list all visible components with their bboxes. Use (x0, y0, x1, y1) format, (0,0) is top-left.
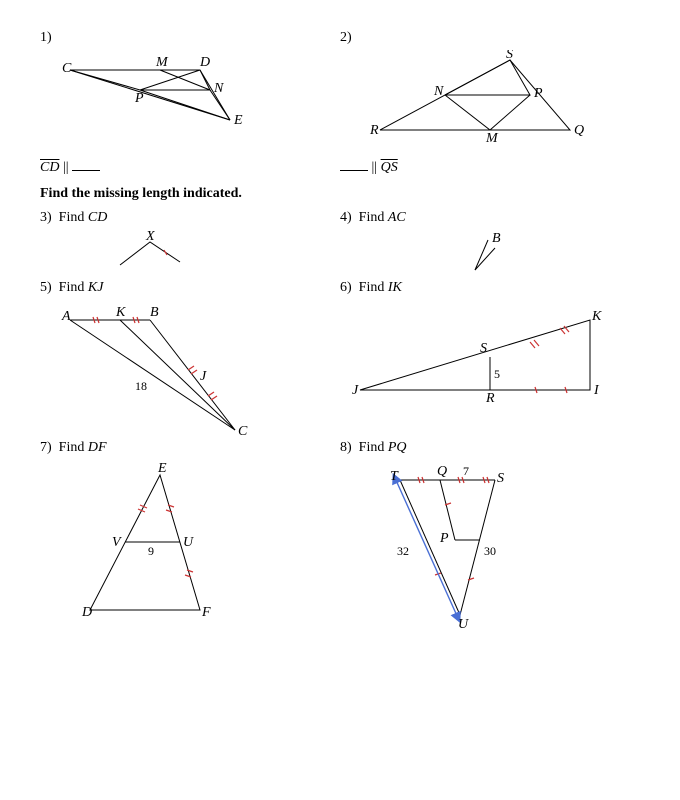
svg-text:S: S (480, 341, 487, 356)
svg-text:T: T (390, 469, 399, 484)
svg-text:C: C (238, 424, 248, 439)
problem-7: 7) Find DF E V U D F 9 (40, 440, 340, 630)
problem-7-figure: E V U D F 9 (40, 460, 260, 620)
svg-text:P: P (533, 86, 543, 101)
svg-text:9: 9 (148, 544, 154, 558)
problem-4-prompt: 4) Find AC (340, 210, 640, 226)
svg-text:V: V (112, 535, 122, 550)
svg-text:K: K (115, 305, 126, 320)
problem-1-fill: CD || (40, 160, 340, 176)
problem-1: 1) C M D P N E CD || (40, 30, 340, 176)
svg-text:K: K (591, 309, 602, 324)
svg-text:A: A (61, 309, 71, 324)
problem-5-prompt: 5) Find KJ (40, 280, 340, 296)
problem-8: 8) Find PQ (340, 440, 640, 630)
svg-text:7: 7 (463, 464, 469, 478)
svg-text:32: 32 (397, 544, 409, 558)
svg-text:N: N (433, 84, 444, 99)
problem-1-figure: C M D P N E (40, 50, 260, 150)
svg-text:N: N (213, 81, 224, 96)
svg-text:I: I (593, 383, 600, 398)
svg-text:E: E (233, 113, 243, 128)
svg-text:U: U (183, 535, 194, 550)
row-problems-3-4: 3) Find CD X 4) Find AC B (40, 210, 640, 280)
svg-text:B: B (492, 231, 501, 246)
svg-text:5: 5 (494, 367, 500, 381)
problem-4: 4) Find AC B (340, 210, 640, 280)
problem-5: 5) Find KJ A K B J C 18 (40, 280, 340, 440)
problem-2-fill: || QS (340, 160, 640, 176)
row-problems-5-6: 5) Find KJ A K B J C 18 6 (40, 280, 640, 440)
svg-text:M: M (155, 55, 169, 70)
svg-text:R: R (369, 123, 379, 138)
svg-text:M: M (485, 131, 499, 146)
problem-2-figure: S N P R M Q (340, 50, 600, 150)
svg-text:J: J (352, 383, 359, 398)
problem-6-prompt: 6) Find IK (340, 280, 640, 296)
problem-8-prompt: 8) Find PQ (340, 440, 640, 456)
problem-5-figure: A K B J C 18 (40, 300, 300, 440)
svg-text:S: S (506, 50, 513, 62)
svg-text:30: 30 (484, 544, 496, 558)
problem-8-figure: T Q S P U 7 32 30 (340, 460, 560, 630)
svg-text:E: E (157, 461, 167, 476)
svg-text:B: B (150, 305, 159, 320)
svg-text:S: S (497, 471, 504, 486)
problem-2: 2) S N P R M Q || QS (340, 30, 640, 176)
problem-2-number: 2) (340, 30, 640, 46)
row-problems-7-8: 7) Find DF E V U D F 9 8) Find PQ (40, 440, 640, 630)
problem-3-prompt: 3) Find CD (40, 210, 340, 226)
svg-text:C: C (62, 61, 72, 76)
svg-text:U: U (458, 617, 469, 630)
problem-7-prompt: 7) Find DF (40, 440, 340, 456)
section-title: Find the missing length indicated. (40, 186, 640, 202)
svg-text:18: 18 (135, 379, 147, 393)
svg-text:R: R (485, 391, 495, 406)
problem-4-figure: B (340, 230, 520, 280)
svg-text:J: J (200, 369, 207, 384)
problem-1-number: 1) (40, 30, 340, 46)
problem-6: 6) Find IK K S J R I 5 (340, 280, 640, 440)
svg-text:X: X (145, 230, 155, 244)
problem-6-figure: K S J R I 5 (340, 300, 620, 420)
problem-3: 3) Find CD X (40, 210, 340, 280)
svg-text:F: F (201, 605, 211, 620)
svg-text:Q: Q (437, 464, 447, 479)
svg-text:D: D (81, 605, 92, 620)
svg-text:Q: Q (574, 123, 584, 138)
svg-text:P: P (134, 91, 144, 106)
svg-text:D: D (199, 55, 210, 70)
svg-text:P: P (439, 531, 449, 546)
problem-3-figure: X (40, 230, 220, 280)
row-problems-1-2: 1) C M D P N E CD || 2) (40, 30, 640, 176)
